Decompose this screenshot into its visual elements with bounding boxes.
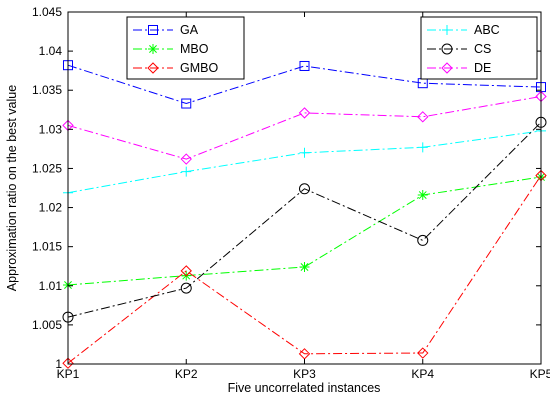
legend-left-box bbox=[126, 16, 245, 80]
legend-entry-cs: CS bbox=[427, 42, 491, 56]
y-tick-label: 1.005 bbox=[32, 318, 62, 332]
data-point-cs-kp2 bbox=[180, 282, 192, 294]
data-point-mbo-kp4 bbox=[417, 190, 428, 201]
legend-marker-cs bbox=[441, 43, 453, 55]
legend-left: GA MBO GMBO bbox=[126, 16, 245, 80]
series-line-gmbo bbox=[67, 175, 542, 364]
x-tick-label: KP4 bbox=[411, 367, 434, 381]
legend-label-de: DE bbox=[474, 61, 491, 75]
series-line-de bbox=[67, 96, 542, 160]
legend-label-cs: CS bbox=[474, 42, 491, 56]
y-tick-label: 1.03 bbox=[39, 122, 63, 136]
ticks-layer: 1 1.005 1.01 1.015 1.02 1.025 1.03 1.035 1.04 1.0… bbox=[32, 5, 550, 381]
x-tick-label: KP3 bbox=[293, 367, 316, 381]
legend-marker-gmbo bbox=[147, 62, 159, 74]
y-tick-label: 1.01 bbox=[39, 279, 63, 293]
y-tick-label: 1 bbox=[55, 357, 62, 371]
legend-label-mbo: MBO bbox=[180, 42, 209, 56]
data-point-cs-kp4 bbox=[417, 234, 429, 246]
data-point-ga-kp2 bbox=[181, 98, 192, 109]
legend-entry-abc: ABC bbox=[427, 23, 500, 37]
data-point-abc-kp2 bbox=[181, 166, 192, 177]
y-tick-label: 1.025 bbox=[32, 161, 62, 175]
y-tick-label: 1.035 bbox=[32, 83, 62, 97]
data-point-de-kp2 bbox=[180, 153, 192, 165]
legend-entry-gmbo: GMBO bbox=[133, 61, 218, 75]
legend-label-gmbo: GMBO bbox=[180, 61, 218, 75]
data-point-mbo-kp3 bbox=[299, 262, 310, 273]
x-tick-label: KP1 bbox=[57, 367, 80, 381]
x-tick-label: KP2 bbox=[175, 367, 198, 381]
x-tick-label: KP5 bbox=[530, 367, 550, 381]
series-layer bbox=[62, 60, 547, 369]
data-point-gmbo-kp2 bbox=[180, 265, 192, 277]
legend-entry-mbo: MBO bbox=[133, 42, 209, 56]
series-line-cs bbox=[67, 121, 542, 318]
y-axis-label: Approximation ratio on the best value bbox=[5, 85, 19, 291]
legend-marker-mbo bbox=[148, 44, 158, 54]
data-point-de-kp4 bbox=[417, 111, 429, 123]
data-point-abc-kp4 bbox=[417, 142, 428, 153]
legend-entry-ga: GA bbox=[133, 23, 199, 37]
y-tick-label: 1.04 bbox=[39, 44, 63, 58]
data-point-gmbo-kp1 bbox=[62, 357, 74, 369]
legend-right-box bbox=[420, 16, 538, 80]
data-point-gmbo-kp3 bbox=[298, 348, 311, 360]
y-tick-label: 1.045 bbox=[32, 5, 62, 19]
y-tick-label: 1.02 bbox=[39, 201, 63, 215]
legend-marker-ga bbox=[148, 25, 158, 35]
legend-entry-de: DE bbox=[427, 61, 491, 75]
y-tick-label: 1.015 bbox=[32, 240, 62, 254]
data-point-ga-kp3 bbox=[299, 60, 310, 71]
series-line-mbo bbox=[67, 176, 542, 286]
legend-label-ga: GA bbox=[180, 23, 199, 37]
legend-marker-abc bbox=[442, 25, 452, 35]
legend-label-abc: ABC bbox=[474, 23, 500, 37]
legend-right: ABC CS DE bbox=[420, 16, 538, 80]
x-axis-label: Five uncorrelated instances bbox=[228, 381, 381, 395]
data-point-cs-kp3 bbox=[299, 183, 310, 195]
data-point-de-kp3 bbox=[298, 107, 311, 119]
legend-marker-de bbox=[441, 62, 453, 74]
data-point-gmbo-kp4 bbox=[417, 347, 429, 359]
data-point-abc-kp3 bbox=[299, 147, 310, 158]
